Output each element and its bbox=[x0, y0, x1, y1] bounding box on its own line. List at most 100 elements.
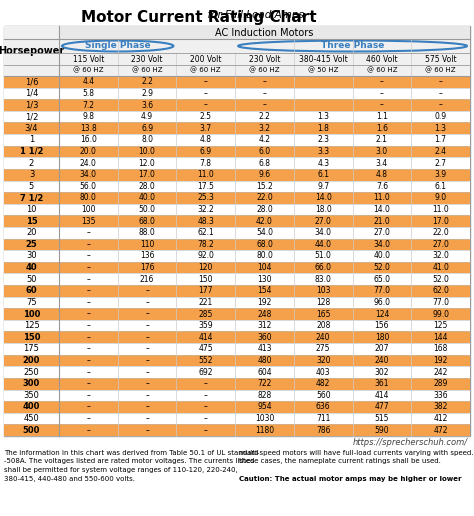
Text: 477: 477 bbox=[374, 402, 389, 411]
Text: –: – bbox=[204, 414, 208, 423]
Text: 180: 180 bbox=[375, 333, 389, 342]
Bar bbox=[353, 238, 411, 250]
Text: 2.3: 2.3 bbox=[317, 135, 329, 144]
Text: 20: 20 bbox=[26, 228, 37, 237]
Text: 722: 722 bbox=[257, 379, 272, 388]
Text: 575 Volt: 575 Volt bbox=[425, 55, 456, 63]
Text: 34.0: 34.0 bbox=[80, 170, 97, 179]
Bar bbox=[294, 354, 353, 366]
Text: 1.3: 1.3 bbox=[317, 112, 329, 121]
Bar bbox=[235, 401, 294, 413]
Text: 3.4: 3.4 bbox=[376, 158, 388, 168]
Text: 230 Volt: 230 Volt bbox=[249, 55, 280, 63]
Text: 60: 60 bbox=[26, 286, 37, 295]
Bar bbox=[411, 378, 470, 390]
Bar bbox=[59, 297, 118, 308]
Text: 412: 412 bbox=[433, 414, 448, 423]
Bar bbox=[353, 204, 411, 215]
Bar bbox=[235, 390, 294, 401]
Text: 2.1: 2.1 bbox=[376, 135, 388, 144]
Text: 24.0: 24.0 bbox=[80, 158, 97, 168]
Bar bbox=[294, 111, 353, 122]
Text: 100: 100 bbox=[81, 205, 96, 214]
Text: 80.0: 80.0 bbox=[256, 251, 273, 261]
Bar bbox=[176, 297, 235, 308]
Bar bbox=[235, 39, 470, 53]
Text: –: – bbox=[145, 414, 149, 423]
Text: 636: 636 bbox=[316, 402, 330, 411]
Bar bbox=[176, 192, 235, 204]
Text: @ 60 HZ: @ 60 HZ bbox=[425, 67, 456, 74]
Bar bbox=[118, 192, 176, 204]
Bar bbox=[353, 122, 411, 134]
Text: 77.0: 77.0 bbox=[374, 286, 391, 295]
Bar bbox=[118, 378, 176, 390]
Bar bbox=[353, 146, 411, 157]
Bar bbox=[118, 134, 176, 146]
Bar bbox=[353, 181, 411, 192]
Text: 30: 30 bbox=[26, 251, 37, 261]
Bar bbox=[118, 181, 176, 192]
Text: Single Phase: Single Phase bbox=[85, 41, 151, 51]
Bar bbox=[59, 204, 118, 215]
Text: 3.3: 3.3 bbox=[317, 147, 329, 156]
Bar bbox=[59, 366, 118, 378]
Text: 14.0: 14.0 bbox=[315, 194, 332, 202]
Bar bbox=[59, 134, 118, 146]
Bar bbox=[294, 366, 353, 378]
Text: 62.0: 62.0 bbox=[432, 286, 449, 295]
Text: multi-speed motors will have full-load currents varying with speed. In: multi-speed motors will have full-load c… bbox=[239, 450, 474, 456]
Text: 4.4: 4.4 bbox=[82, 77, 94, 86]
Text: 1 1/2: 1 1/2 bbox=[20, 147, 43, 156]
Text: 22.0: 22.0 bbox=[432, 228, 449, 237]
Text: 54.0: 54.0 bbox=[256, 228, 273, 237]
Bar bbox=[176, 65, 235, 76]
Text: 3.6: 3.6 bbox=[141, 101, 153, 109]
Bar bbox=[4, 134, 59, 146]
Bar bbox=[235, 378, 294, 390]
Text: 230 Volt: 230 Volt bbox=[131, 55, 163, 63]
Bar bbox=[176, 111, 235, 122]
Text: 25: 25 bbox=[26, 240, 37, 249]
Text: 275: 275 bbox=[316, 344, 330, 353]
Bar bbox=[59, 111, 118, 122]
Bar bbox=[353, 134, 411, 146]
Bar bbox=[353, 192, 411, 204]
Text: The information in this chart was derived from Table 50.1 of UL standard: The information in this chart was derive… bbox=[4, 450, 258, 456]
Text: 1180: 1180 bbox=[255, 426, 274, 434]
Text: 156: 156 bbox=[374, 321, 389, 330]
Bar bbox=[4, 227, 59, 238]
Text: 40.0: 40.0 bbox=[374, 251, 391, 261]
Text: Motor Current Rating Chart: Motor Current Rating Chart bbox=[81, 10, 317, 25]
Text: 103: 103 bbox=[316, 286, 330, 295]
Bar bbox=[353, 378, 411, 390]
Text: 1.8: 1.8 bbox=[317, 124, 329, 133]
Bar bbox=[235, 413, 294, 424]
Text: 96.0: 96.0 bbox=[374, 298, 391, 307]
Bar bbox=[411, 76, 470, 88]
Text: 34.0: 34.0 bbox=[374, 240, 391, 249]
Text: 6.9: 6.9 bbox=[141, 124, 153, 133]
Text: 350: 350 bbox=[24, 391, 39, 400]
Text: 27.0: 27.0 bbox=[374, 228, 391, 237]
Bar bbox=[294, 308, 353, 320]
Text: 515: 515 bbox=[374, 414, 389, 423]
Text: 403: 403 bbox=[316, 367, 330, 377]
Bar bbox=[59, 378, 118, 390]
Text: 312: 312 bbox=[257, 321, 272, 330]
Text: –: – bbox=[204, 391, 208, 400]
Bar bbox=[411, 390, 470, 401]
Text: 604: 604 bbox=[257, 367, 272, 377]
Bar bbox=[235, 262, 294, 273]
Bar bbox=[176, 53, 235, 65]
Bar bbox=[411, 146, 470, 157]
Bar bbox=[411, 320, 470, 331]
Bar bbox=[118, 297, 176, 308]
Bar bbox=[353, 366, 411, 378]
Bar bbox=[411, 192, 470, 204]
Text: 1/4: 1/4 bbox=[25, 89, 38, 98]
Bar bbox=[294, 238, 353, 250]
Bar bbox=[59, 169, 118, 181]
Bar bbox=[4, 308, 59, 320]
Bar bbox=[176, 262, 235, 273]
